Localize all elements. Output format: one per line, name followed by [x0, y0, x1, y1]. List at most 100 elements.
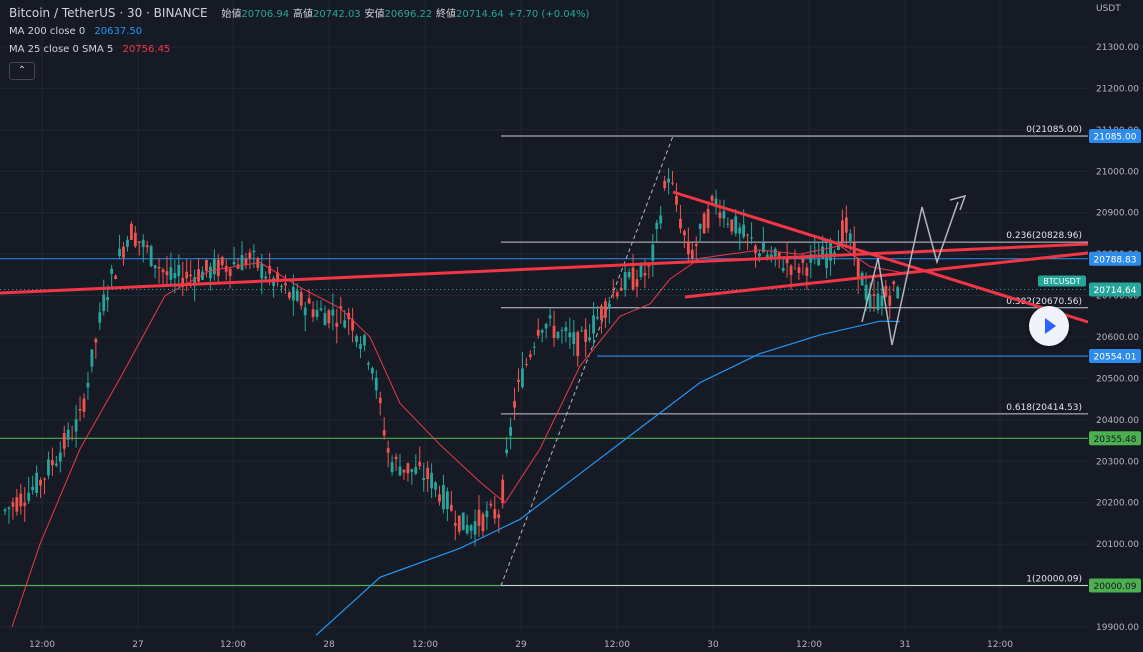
candle-body [552, 325, 556, 338]
candle-body [718, 212, 722, 219]
candle-body [359, 344, 362, 350]
symbol-legend[interactable]: Bitcoin / TetherUS · 30 · BINANCE 始値2070… [9, 5, 589, 20]
candle-body [118, 248, 121, 257]
candle-body [102, 294, 106, 312]
play-icon [1045, 318, 1056, 334]
candle-body [801, 255, 805, 263]
replay-button[interactable] [1029, 306, 1069, 346]
candle-body [130, 223, 133, 241]
candle-body [216, 259, 220, 277]
candle-body [323, 313, 327, 326]
candle-body [430, 472, 433, 489]
candle-body [19, 493, 23, 507]
candle-body [686, 241, 690, 255]
candle-body [252, 250, 256, 253]
symbol-title: Bitcoin / TetherUS · 30 · BINANCE [9, 6, 208, 20]
ohlc-open-value: 20706.94 [241, 9, 290, 20]
candle-body [627, 271, 631, 278]
candle-body [734, 216, 738, 234]
long-trendline [0, 242, 1089, 295]
candle-body [165, 271, 169, 276]
candle-body [548, 315, 552, 319]
candle-body [303, 307, 307, 316]
candle-body [631, 267, 635, 290]
price-tick-label: 20300.00 [1096, 457, 1139, 467]
candle-body [501, 479, 505, 504]
candle-body [596, 316, 599, 319]
candle-body [465, 524, 469, 534]
ma200-legend[interactable]: MA 200 close 0 20637.50 [9, 26, 142, 37]
ma25-label: MA 25 close 0 SMA 5 [9, 44, 114, 55]
candle-body [363, 335, 366, 346]
candle-body [521, 368, 524, 388]
candle-body [789, 265, 793, 275]
fib-level-label: 0(21085.00) [1026, 125, 1082, 135]
candle-body [556, 332, 560, 338]
projection-path [861, 201, 959, 346]
candle-body [327, 310, 331, 324]
candle-body [378, 397, 382, 404]
candle-body [307, 298, 311, 304]
candle-body [841, 220, 844, 242]
candle-body [94, 338, 98, 343]
candle-body [446, 491, 449, 510]
candle-body [82, 398, 86, 412]
candle-body [157, 266, 161, 269]
fib-level-label: 0.236(20828.96) [1006, 231, 1082, 241]
candle-body [730, 219, 734, 232]
ma25-legend[interactable]: MA 25 close 0 SMA 5 20756.45 [9, 44, 170, 55]
time-tick-label: 31 [899, 640, 910, 650]
candle-body [126, 239, 129, 247]
candle-body [884, 285, 888, 297]
candle-body [280, 285, 283, 287]
candle-body [667, 178, 670, 183]
candle-body [758, 253, 761, 257]
candle-body [868, 294, 872, 308]
candle-body [43, 478, 46, 480]
time-tick-label: 12:00 [796, 640, 822, 650]
candle-body [15, 497, 19, 512]
candle-body [386, 448, 390, 453]
candle-body [584, 329, 588, 342]
candle-body [244, 258, 248, 266]
candle-body [844, 217, 848, 233]
candle-body [457, 515, 461, 532]
ohlc-close-value: 20714.64 [456, 9, 504, 20]
price-tag-bg [1089, 578, 1141, 593]
fib-level-label: 0.382(20670.56) [1006, 297, 1082, 307]
candle-body [268, 266, 272, 274]
time-tick-label: 12:00 [987, 640, 1013, 650]
price-labels: 21085.00 20788.83 20714.64 BTCUSDT 20554.01 2… [1038, 129, 1141, 593]
candle-body [335, 322, 339, 327]
projection-arrowhead [949, 194, 967, 211]
candle-body [78, 408, 82, 411]
candle-body [643, 273, 647, 276]
ohlc-high-value: 20742.03 [312, 9, 361, 20]
candle-body [607, 303, 611, 309]
candle-body [181, 277, 185, 287]
price-tick-label: 21200.00 [1096, 84, 1139, 94]
candle-body [355, 336, 358, 342]
candle-body [276, 272, 279, 282]
candle-body [137, 241, 141, 243]
candle-body [177, 264, 181, 277]
candle-body [560, 330, 564, 332]
candle-body [367, 363, 370, 365]
candle-body [773, 248, 777, 257]
collapse-legend-button[interactable]: ⌃ [9, 62, 35, 80]
descending-trendline [672, 190, 1089, 324]
candle-body [110, 268, 114, 274]
candle-body [785, 257, 789, 264]
candle-body [264, 276, 268, 279]
candle-body [611, 291, 615, 293]
candle-body [635, 279, 639, 287]
price-tag-bg [1089, 349, 1141, 364]
price-axis: 21300.0021200.0021100.0021000.0020900.00… [1088, 0, 1143, 652]
price-tick-label: 20500.00 [1096, 374, 1139, 384]
candle-body [528, 354, 532, 358]
candle-body [738, 227, 742, 234]
candle-body [291, 286, 295, 301]
candle-body [742, 224, 746, 237]
price-tick-label: 21000.00 [1096, 167, 1139, 177]
